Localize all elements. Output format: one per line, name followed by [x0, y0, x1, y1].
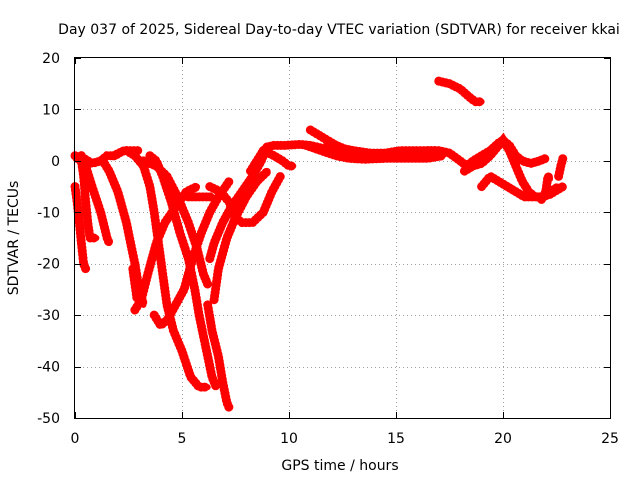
series-markers — [434, 76, 487, 107]
series-track-9 — [121, 146, 213, 392]
series-markers — [139, 156, 213, 289]
series-track-1 — [70, 182, 91, 274]
x-tick-label: 10 — [280, 431, 298, 447]
y-tick-label: -20 — [37, 257, 60, 273]
y-tick-label: -40 — [37, 360, 60, 376]
series-track-4 — [70, 151, 123, 169]
x-tick-label: 5 — [178, 431, 187, 447]
x-tick-label: 25 — [601, 431, 619, 447]
x-tick-label: 0 — [71, 431, 80, 447]
axis-ticks: 0 5 10 15 20 25 20 10 0 -10 -20 -30 -40 -50 — [37, 51, 619, 447]
series-track-23 — [402, 134, 551, 172]
y-tick-label: -30 — [37, 308, 60, 324]
series-markers — [121, 146, 213, 392]
series-markers — [70, 151, 123, 169]
y-axis-label: SDTVAR / TECUs — [6, 181, 22, 296]
y-tick-label: 10 — [42, 102, 60, 118]
series-markers — [537, 165, 555, 204]
series-track-28 — [434, 76, 487, 107]
y-tick-label: -10 — [37, 205, 60, 221]
series-markers — [402, 134, 551, 172]
y-tick-label: -50 — [37, 411, 60, 427]
plot-frame — [74, 57, 611, 419]
series-track-11 — [149, 176, 234, 333]
series-track-19 — [258, 146, 298, 171]
series-markers — [149, 176, 234, 333]
series-track-26 — [537, 165, 555, 204]
series-track-13 — [203, 300, 234, 413]
series-layer — [70, 76, 568, 413]
series-track-7 — [128, 264, 142, 305]
series-markers — [258, 146, 298, 171]
chart-title: Day 037 of 2025, Sidereal Day-to-day VTE… — [58, 22, 620, 38]
series-markers — [205, 171, 285, 228]
series-markers — [76, 151, 114, 248]
y-tick-label: 0 — [51, 154, 60, 170]
series-markers — [70, 182, 91, 274]
series-track-16 — [205, 171, 285, 228]
series-markers — [554, 153, 568, 181]
series-track-27 — [554, 153, 568, 181]
series-track-3 — [76, 151, 114, 248]
x-axis-label: GPS time / hours — [281, 458, 398, 474]
series-track-12 — [139, 156, 213, 289]
series-markers — [203, 300, 234, 413]
series-markers — [128, 264, 142, 305]
x-tick-label: 20 — [494, 431, 512, 447]
x-tick-label: 15 — [387, 431, 405, 447]
y-tick-label: 20 — [42, 51, 60, 67]
